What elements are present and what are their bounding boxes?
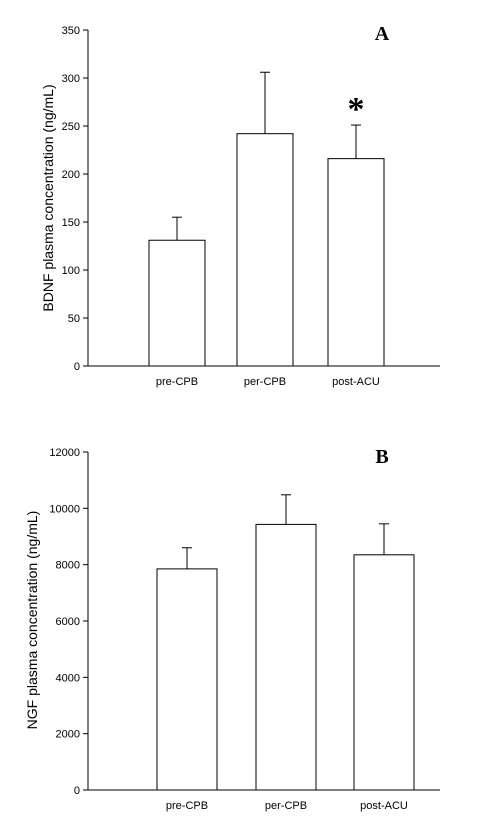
panel-b-y-tick-label: 10000 xyxy=(49,503,80,515)
panel-a-y-tick-label: 350 xyxy=(62,25,80,37)
panel-b-y-tick-label: 4000 xyxy=(56,672,80,684)
panel-a-bar-per-cpb xyxy=(236,133,294,367)
panel-b-x-tick-label: pre-CPB xyxy=(166,800,208,812)
panel-a-y-tick-label: 300 xyxy=(62,73,80,85)
panel-a-y-tick-label: 0 xyxy=(74,361,80,373)
panel-a-x-tick-label: per-CPB xyxy=(244,376,286,388)
panel-a-significance-asterisk: * xyxy=(348,91,365,128)
panel-a-y-axis-title: BDNF plasma concentration (ng/mL) xyxy=(40,84,56,311)
panel-b-bar-per-cpb xyxy=(255,523,317,791)
panel-a-bar-pre-cpb xyxy=(148,239,206,367)
panel-b-x-tick-label: per-CPB xyxy=(265,800,307,812)
panel-b-y-tick-label: 12000 xyxy=(49,447,80,459)
panel-b-bar-pre-cpb xyxy=(156,568,218,791)
panel-a-y-tick-label: 250 xyxy=(62,121,80,133)
panel-a-label: A xyxy=(375,23,390,45)
panel-b-y-tick-label: 0 xyxy=(74,785,80,797)
panel-a: A BDNF plasma concentration (ng/mL) 0 50 1… xyxy=(40,23,440,388)
panel-a-y-tick-label: 50 xyxy=(68,313,80,325)
panel-b-y-tick-label: 8000 xyxy=(56,560,80,572)
panel-b-bar-post-acu xyxy=(353,554,415,791)
panel-a-y-tick-label: 100 xyxy=(62,265,80,277)
panel-a-x-tick-label: pre-CPB xyxy=(156,376,198,388)
panel-a-x-tick-label: post-ACU xyxy=(332,376,380,388)
panel-b-label: B xyxy=(375,446,388,468)
panel-a-y-tick-label: 200 xyxy=(62,169,80,181)
panel-a-bar-post-acu xyxy=(327,158,385,367)
panel-b-y-axis-title: NGF plasma concentration (ng/mL) xyxy=(24,511,40,730)
panel-a-y-tick-label: 150 xyxy=(62,217,80,229)
panel-b-y-tick-label: 2000 xyxy=(56,729,80,741)
panel-b-x-tick-label: post-ACU xyxy=(360,800,408,812)
panel-b-y-tick-label: 6000 xyxy=(56,616,80,628)
panel-b: B NGF plasma concentration (ng/mL) 0 2000… xyxy=(24,446,440,812)
